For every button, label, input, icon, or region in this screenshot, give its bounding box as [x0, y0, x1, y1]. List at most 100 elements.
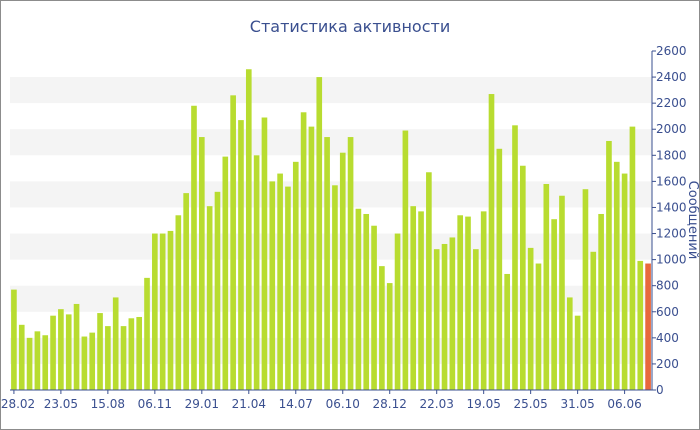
bar: [253, 155, 260, 390]
bar: [81, 336, 88, 390]
bar: [152, 233, 158, 390]
y-tick-label: 1800: [656, 148, 687, 162]
bar: [613, 161, 620, 390]
x-tick-label: 28.02: [1, 397, 35, 411]
bar: [347, 137, 354, 390]
x-tick-label: 19.05: [466, 397, 500, 411]
bar: [316, 77, 323, 390]
y-tick-label: 1400: [656, 200, 687, 214]
x-tick-label: 06.06: [607, 397, 641, 411]
bar: [527, 247, 534, 390]
x-tick-label: 29.01: [185, 397, 219, 411]
bar: [300, 112, 307, 390]
x-tick-label: 22.03: [420, 397, 454, 411]
x-tick-label: 25.05: [513, 397, 547, 411]
y-tick-label: 2600: [656, 44, 687, 58]
bar: [191, 105, 197, 390]
bar: [637, 260, 644, 390]
bar: [167, 230, 174, 390]
bar: [574, 315, 581, 390]
bar: [214, 191, 221, 390]
bar: [42, 335, 49, 390]
y-tick-label: 400: [656, 331, 679, 345]
bar: [332, 185, 338, 390]
bar: [441, 243, 448, 390]
bar: [73, 303, 80, 390]
bar: [457, 215, 463, 390]
bar: [590, 251, 597, 390]
bar: [128, 318, 135, 390]
bar: [339, 152, 346, 390]
bar: [621, 173, 628, 390]
bar: [11, 289, 17, 390]
y-axis-label: Сообщений: [685, 181, 699, 260]
bar: [535, 263, 542, 390]
bar: [363, 213, 370, 390]
x-tick-label: 06.10: [326, 397, 360, 411]
bar: [199, 137, 205, 390]
bar: [269, 181, 276, 390]
bar: [183, 193, 189, 390]
axes: [10, 50, 656, 394]
bar: [105, 326, 111, 390]
grid-band: [10, 181, 652, 208]
bar: [238, 120, 244, 390]
bar: [245, 69, 252, 390]
bar: [418, 211, 424, 390]
bar: [543, 183, 550, 390]
bar: [629, 126, 636, 391]
bar: [426, 172, 432, 390]
bar: [488, 94, 495, 390]
x-tick-label: 14.07: [279, 397, 313, 411]
bar-current: [645, 263, 651, 390]
bar: [496, 148, 503, 390]
bar: [34, 331, 41, 390]
grid-band: [10, 129, 652, 156]
bar: [175, 215, 182, 390]
bar: [465, 216, 471, 390]
bar: [598, 213, 604, 390]
bar: [58, 309, 64, 390]
bar: [285, 186, 291, 390]
bar: [112, 297, 119, 390]
x-tick-label: 23.05: [44, 397, 78, 411]
bar: [402, 130, 409, 390]
bar: [292, 161, 299, 390]
bar: [206, 206, 213, 390]
bar: [277, 173, 283, 390]
chart-title: Статистика активности: [250, 17, 450, 36]
bar: [136, 316, 142, 390]
bar: [144, 277, 150, 390]
x-tick-label: 31.05: [560, 397, 594, 411]
y-tick-label: 2400: [656, 70, 687, 84]
bar: [379, 266, 385, 390]
bar: [261, 117, 268, 390]
bar: [18, 324, 25, 390]
bar: [606, 140, 612, 390]
bar: [504, 273, 510, 390]
bar: [473, 249, 479, 390]
bar: [566, 297, 573, 390]
bar: [551, 219, 557, 390]
bar: [355, 208, 362, 390]
bar: [324, 137, 330, 390]
y-tick-labels: 0 200 400 600 800 1000 1200 1400 1600 1800 2000 220…: [656, 44, 687, 397]
bar: [308, 126, 315, 391]
bar: [159, 233, 166, 390]
bar: [386, 283, 393, 390]
y-tick-label: 2200: [656, 96, 687, 110]
y-tick-label: 1600: [656, 174, 687, 188]
bar: [26, 337, 33, 390]
x-tick-label: 21.04: [232, 397, 266, 411]
y-tick-label: 200: [656, 357, 679, 371]
bar: [520, 165, 526, 390]
y-tick-label: 600: [656, 305, 679, 319]
y-tick-label: 2000: [656, 122, 687, 136]
bar: [582, 189, 589, 390]
y-tick-label: 1200: [656, 227, 687, 241]
bar: [559, 195, 565, 390]
bar: [230, 95, 236, 390]
x-tick-label: 28.12: [373, 397, 407, 411]
